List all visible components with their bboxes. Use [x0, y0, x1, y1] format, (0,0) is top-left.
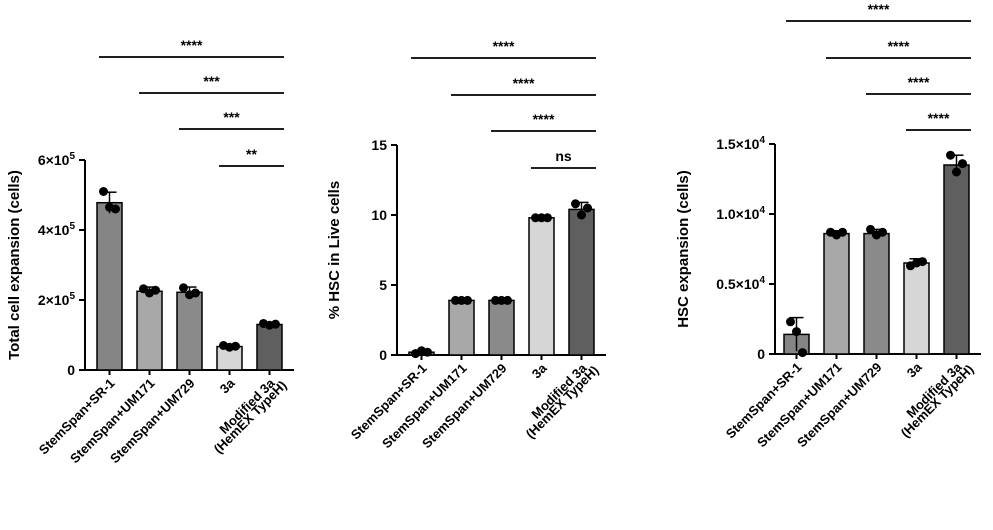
bar	[568, 208, 595, 356]
data-point	[179, 283, 188, 293]
significance-label: ns	[555, 148, 572, 164]
y-axis-label: Total cell expansion (cells)	[6, 170, 23, 360]
y-tick-label: 2×105	[38, 291, 76, 308]
data-point	[151, 285, 160, 295]
chart-panel-1: 0 2×105 4×105 6×105 Total cell expansion (ce…	[6, 37, 294, 466]
significance-label: ****	[868, 1, 890, 17]
data-point	[786, 317, 795, 327]
significance-label: **	[246, 146, 257, 162]
y-tick-label: 0	[757, 346, 765, 362]
data-point	[99, 187, 108, 196]
y-tick-label: 10	[371, 207, 387, 223]
category-label: 3a	[529, 360, 550, 381]
bar	[96, 201, 123, 371]
significance-label: ****	[908, 74, 930, 90]
bar	[256, 323, 283, 371]
data-point	[543, 213, 552, 223]
data-point	[866, 224, 875, 234]
significance-label: ****	[928, 110, 950, 126]
data-point	[583, 203, 592, 213]
significance-label: ***	[203, 73, 220, 89]
data-point	[792, 327, 801, 337]
y-axis-label: HSC expansion (cells)	[675, 170, 692, 328]
bar	[136, 290, 163, 371]
significance-label: ***	[223, 109, 240, 125]
data-point	[271, 319, 280, 329]
y-tick-label: 15	[371, 137, 387, 153]
data-point	[503, 295, 512, 305]
y-axis-label: % HSC in Live cells	[326, 181, 343, 319]
bar	[903, 262, 930, 355]
data-point	[577, 210, 586, 220]
bar	[176, 291, 203, 371]
significance-label: ****	[533, 111, 555, 127]
category-label: 3a	[217, 375, 238, 396]
data-point	[878, 227, 887, 237]
data-point	[946, 150, 955, 160]
significance-label: ****	[493, 38, 515, 54]
y-tick-label: 0	[67, 362, 75, 378]
y-tick-label: 0.5×104	[716, 275, 765, 292]
data-point	[952, 167, 961, 177]
y-tick-label: 0	[379, 347, 387, 363]
bar	[863, 232, 890, 355]
category-label: 3a	[904, 359, 925, 380]
data-point	[231, 341, 240, 351]
significance-label: ****	[888, 38, 910, 54]
y-tick-label: 6×105	[38, 151, 76, 168]
y-tick-label: 4×105	[38, 221, 76, 238]
y-tick-label: 1.5×104	[716, 135, 765, 152]
bar	[823, 232, 850, 355]
data-point	[423, 347, 432, 357]
bar	[943, 164, 970, 355]
chart-panel-3: 0 0.5×104 1.0×104 1.5×104 HSC expansion (cel…	[675, 1, 981, 450]
significance-label: ****	[181, 37, 203, 53]
y-tick-label: 5	[379, 277, 387, 293]
data-point	[798, 348, 807, 358]
data-point	[111, 204, 120, 214]
bar	[488, 299, 515, 356]
data-point	[191, 288, 200, 298]
data-point	[838, 227, 847, 237]
y-tick-label: 1.0×104	[716, 205, 765, 222]
bar	[448, 299, 475, 356]
significance-label: ****	[513, 75, 535, 91]
data-point	[958, 159, 967, 169]
bar	[528, 217, 555, 356]
data-point	[463, 295, 472, 305]
data-point	[918, 257, 927, 267]
data-point	[571, 199, 580, 209]
